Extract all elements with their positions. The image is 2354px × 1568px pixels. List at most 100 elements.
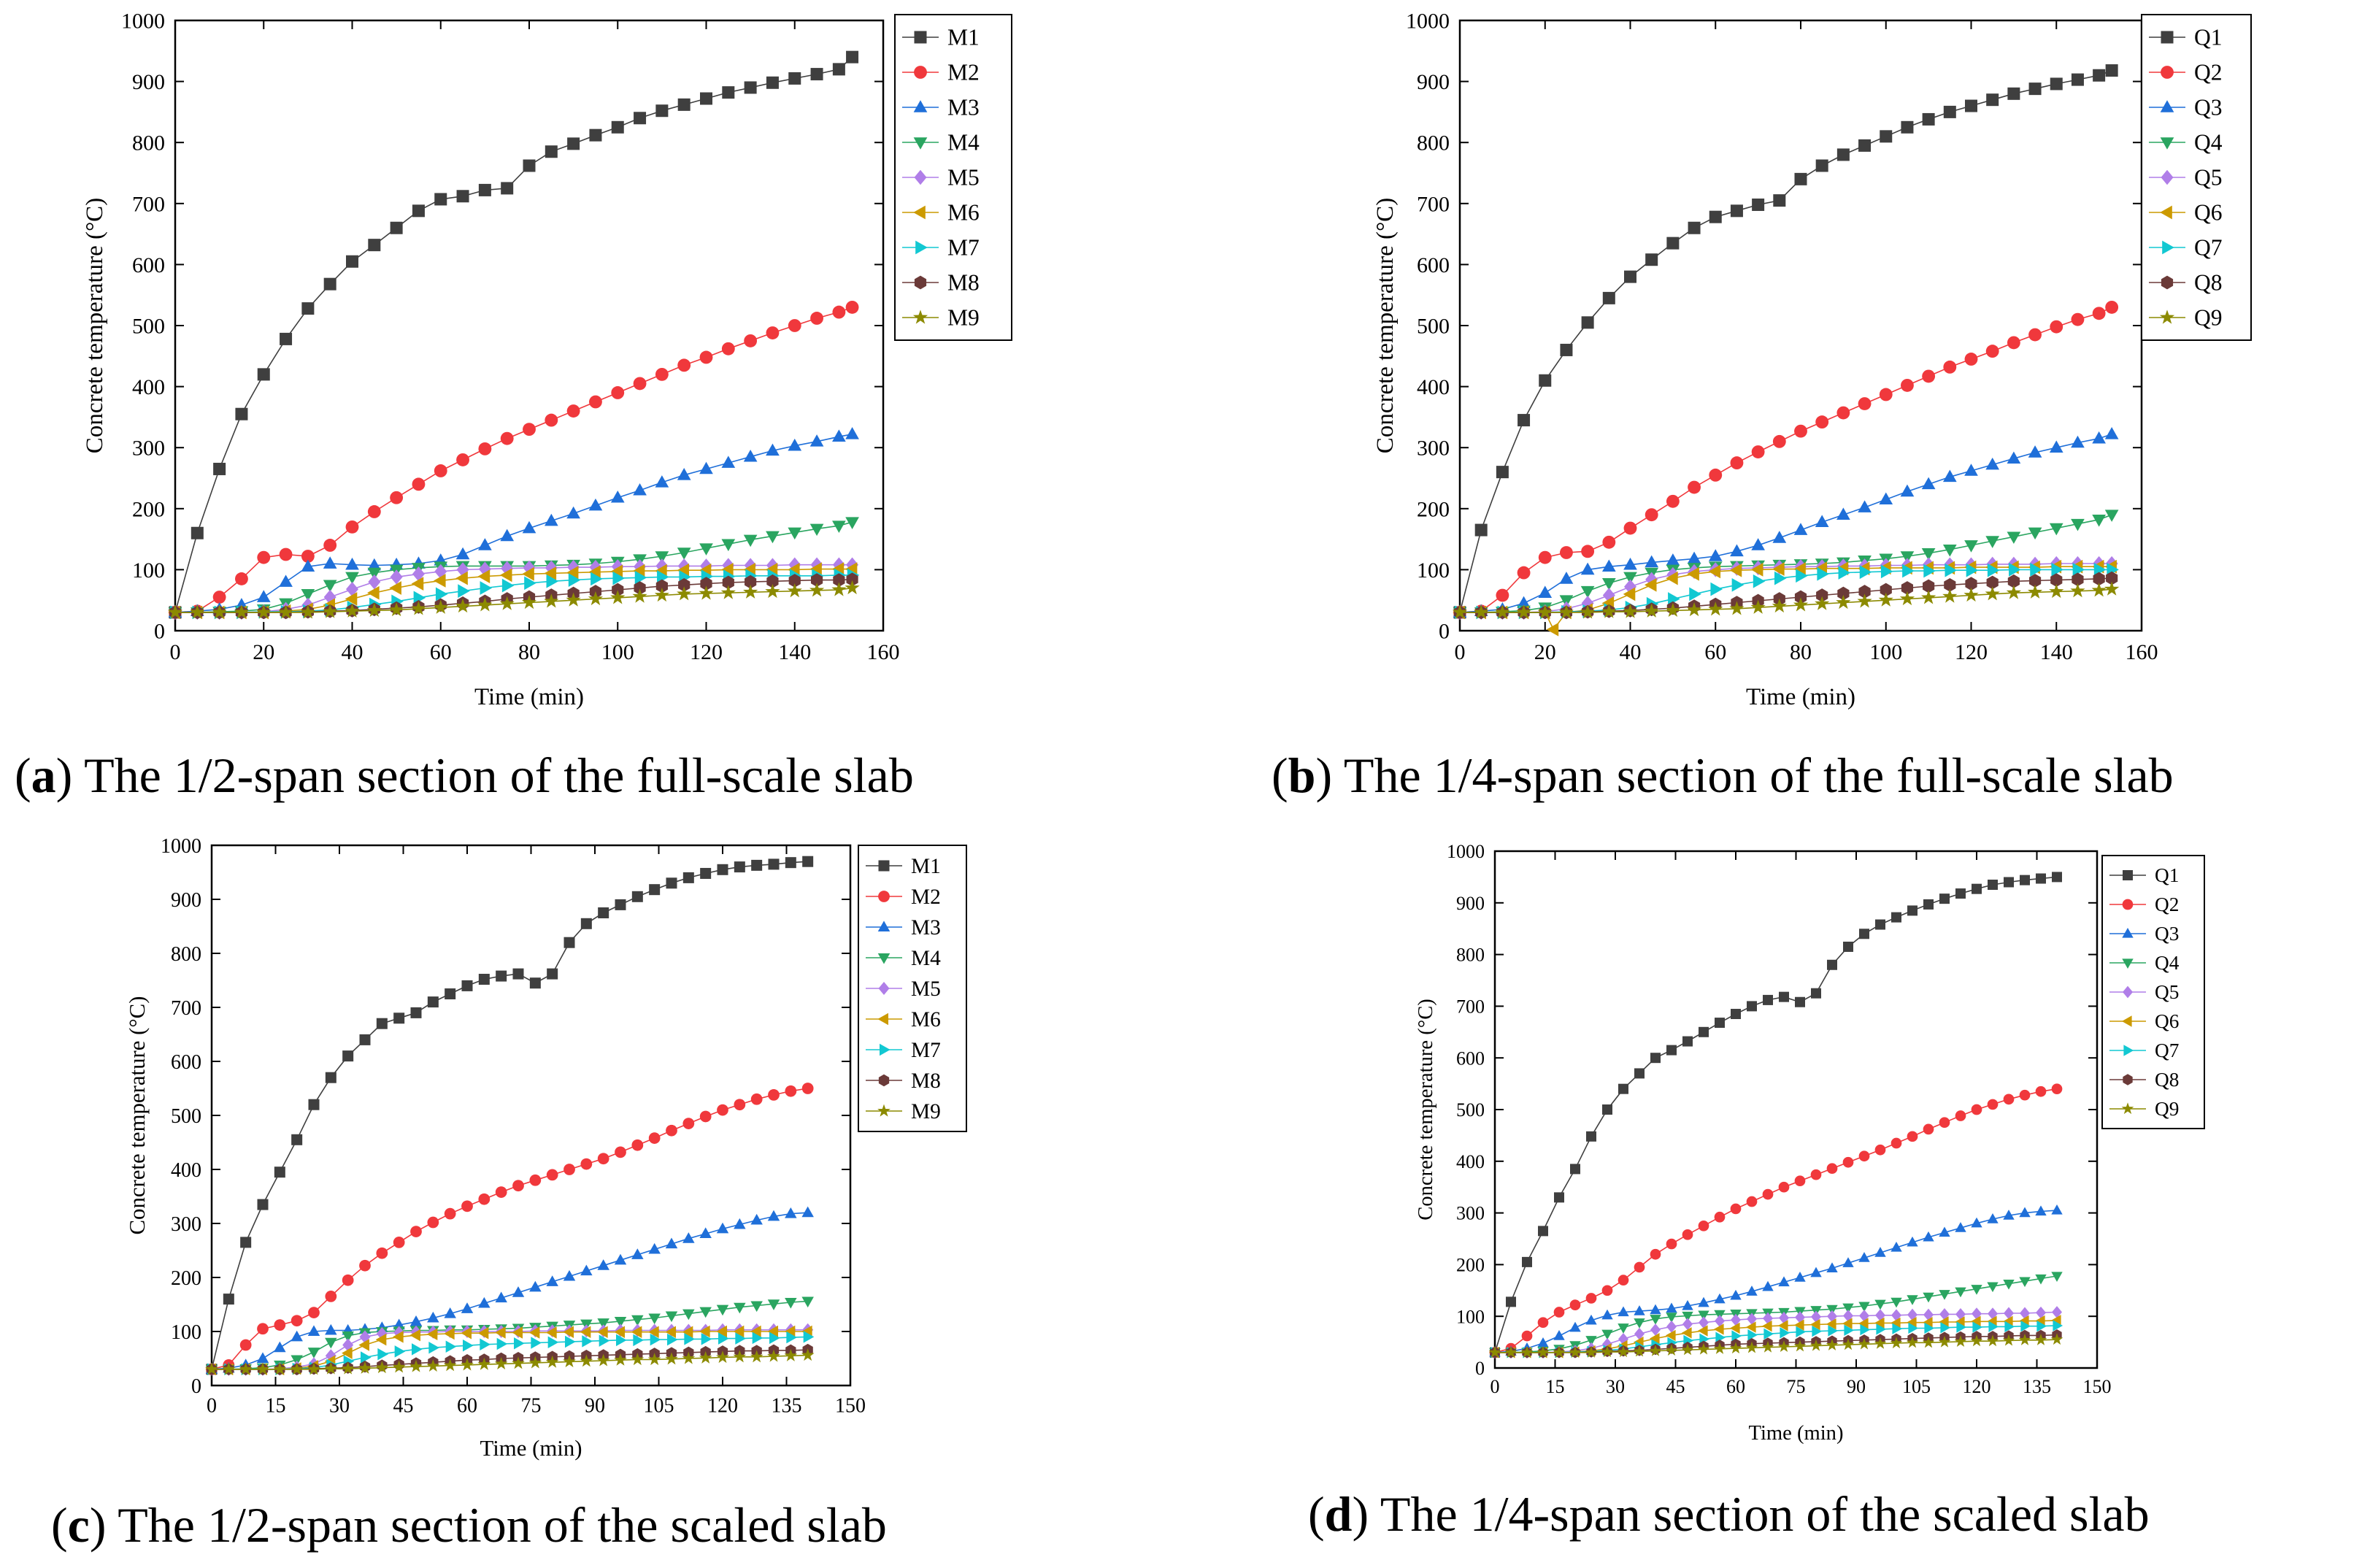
data-point-Q4 (1964, 540, 1978, 553)
data-point-M7 (634, 570, 647, 585)
data-point-Q9 (1681, 1343, 1694, 1356)
legend-marker-Q8 (2123, 1074, 2133, 1085)
data-point-Q2 (1569, 1299, 1581, 1310)
data-point-Q2 (1751, 445, 1765, 458)
data-point-M9 (300, 604, 315, 619)
data-point-M1 (768, 858, 780, 870)
data-point-M4 (721, 539, 736, 552)
data-point-M9 (324, 1361, 338, 1375)
data-point-Q1 (1688, 221, 1701, 234)
data-point-M3 (291, 1330, 303, 1342)
x-tick-label: 75 (1787, 1376, 1806, 1397)
data-point-Q5 (1972, 1307, 1982, 1321)
data-point-Q2 (1560, 546, 1573, 559)
data-point-M1 (717, 864, 728, 875)
data-point-Q6 (1970, 1315, 1981, 1327)
data-point-M6 (367, 585, 380, 600)
data-point-M3 (785, 1207, 797, 1218)
data-point-M9 (743, 584, 758, 599)
data-point-Q7 (2020, 1320, 2031, 1332)
data-point-Q2 (2007, 336, 2020, 350)
data-point-M9 (239, 1362, 253, 1375)
data-point-Q7 (1668, 592, 1680, 606)
data-point-Q3 (2049, 440, 2063, 453)
x-tick-label: 135 (2023, 1376, 2051, 1397)
data-point-M1 (700, 867, 712, 879)
data-point-Q2 (1682, 1229, 1693, 1240)
data-point-M5 (810, 557, 823, 572)
data-point-Q4 (1890, 1297, 1902, 1308)
data-point-Q1 (1602, 1104, 1612, 1115)
data-point-Q6 (1772, 562, 1785, 576)
data-point-Q2 (1815, 415, 1829, 429)
data-point-Q4 (1985, 536, 2000, 548)
x-tick-label: 100 (1869, 640, 1902, 664)
data-point-M2 (615, 1146, 626, 1158)
data-point-Q1 (1901, 120, 1914, 134)
y-tick-label: 300 (1456, 1203, 1485, 1224)
data-point-Q4 (2092, 515, 2106, 527)
data-point-Q4 (1634, 1318, 1645, 1329)
caption-c: (c) The 1/2-span section of the scaled s… (51, 1497, 887, 1553)
legend-marker-M8 (914, 275, 927, 290)
data-point-Q2 (1879, 388, 1893, 401)
caption-b: (b) The 1/4-span section of the full-sca… (1272, 748, 2174, 803)
legend-label-Q9: Q9 (2155, 1098, 2179, 1120)
data-point-M3 (323, 556, 337, 569)
data-point-M3 (734, 1218, 746, 1229)
data-point-M2 (633, 377, 647, 391)
data-point-M7 (546, 574, 559, 588)
data-point-M9 (323, 604, 338, 618)
data-point-Q3 (1836, 507, 1850, 520)
data-point-M1 (545, 145, 558, 158)
data-point-M7 (803, 1331, 815, 1343)
plot-frame (1458, 19, 2143, 632)
y-tick-label: 1000 (161, 835, 201, 858)
data-point-M2 (717, 1104, 728, 1116)
data-point-M9 (345, 603, 360, 618)
data-point-M1 (478, 974, 490, 985)
data-point-Q3 (1939, 1226, 1950, 1237)
data-point-M4 (342, 1331, 354, 1342)
series-Q2 (1489, 1083, 2063, 1358)
data-point-Q6 (1761, 1320, 1772, 1332)
series-M2 (206, 1083, 814, 1375)
data-point-Q9 (2091, 583, 2107, 597)
data-point-M1 (611, 120, 624, 134)
caption-paren: ( (1308, 1486, 1325, 1542)
legend-marker-M2 (914, 66, 927, 79)
data-point-Q6 (1842, 1318, 1853, 1329)
data-point-Q9 (1601, 1345, 1614, 1358)
caption-letter: a (31, 748, 56, 803)
data-point-M2 (655, 367, 669, 381)
data-point-M2 (766, 326, 780, 339)
x-tick-label: 20 (253, 640, 274, 664)
y-tick-label: 800 (171, 943, 201, 966)
data-point-Q4 (1987, 1282, 1999, 1293)
legend-marker-Q4 (2160, 137, 2174, 150)
data-point-Q6 (1681, 1327, 1692, 1339)
data-point-Q9 (1954, 1335, 1967, 1347)
data-point-M3 (563, 1269, 576, 1281)
y-tick-label: 900 (171, 889, 201, 912)
data-point-M9 (588, 591, 604, 606)
data-point-M2 (345, 520, 359, 534)
x-tick-label: 105 (644, 1394, 674, 1417)
legend-marker-Q7 (2123, 1045, 2134, 1056)
data-point-Q7 (1966, 563, 1979, 577)
data-point-M1 (191, 526, 204, 539)
data-point-Q2 (1836, 406, 1850, 420)
data-point-Q9 (1963, 587, 1979, 602)
data-point-Q6 (1649, 1332, 1660, 1345)
data-point-Q7 (1945, 563, 1958, 577)
data-point-M4 (699, 1307, 712, 1318)
x-tick-label: 15 (266, 1394, 286, 1417)
data-point-Q4 (2007, 531, 2021, 545)
data-point-M6 (767, 1325, 778, 1338)
data-point-M1 (529, 977, 541, 989)
legend-label-M5: M5 (911, 977, 941, 1001)
data-point-M1 (434, 193, 447, 206)
data-point-Q5 (1811, 1310, 1821, 1323)
data-point-M9 (665, 1352, 678, 1365)
